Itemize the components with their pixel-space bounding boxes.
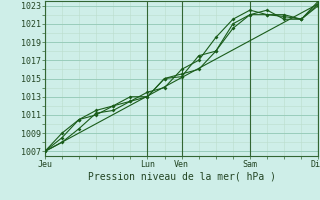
X-axis label: Pression niveau de la mer( hPa ): Pression niveau de la mer( hPa ) — [88, 172, 276, 182]
